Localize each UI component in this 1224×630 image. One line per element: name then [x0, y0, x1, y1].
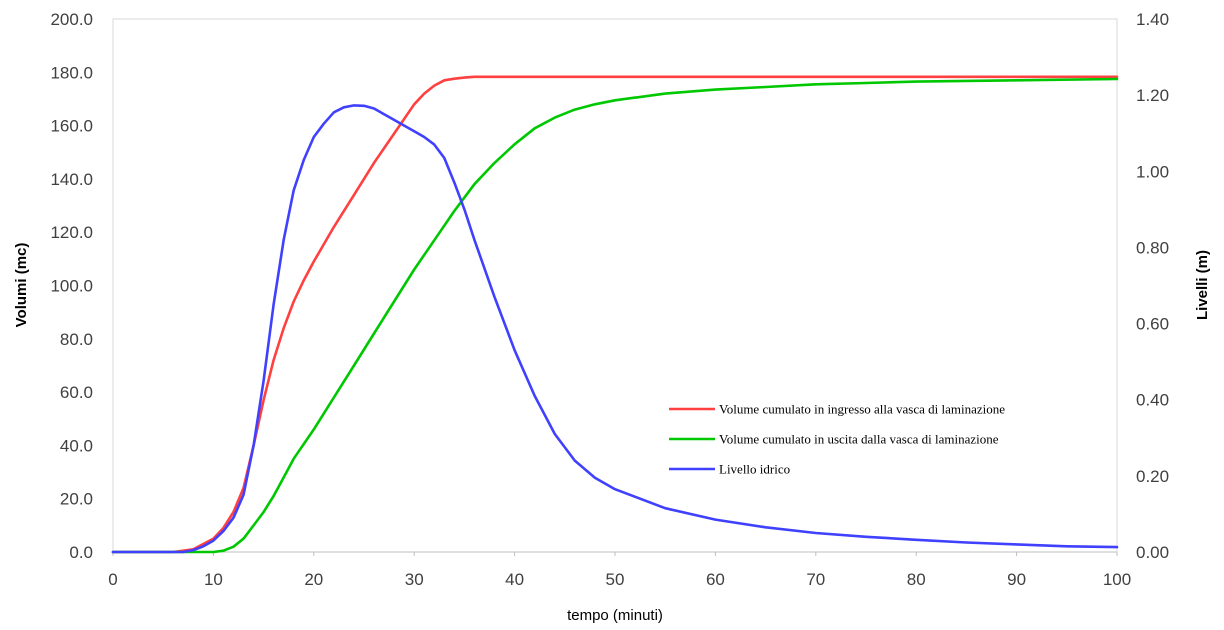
y2-tick-label: 0.40	[1136, 391, 1169, 410]
ticks-layer: 0 10 20 30 40 50 60 70 80 90 100 0.0 20.0 40.0 60.0 80.…	[50, 10, 1169, 589]
y2-tick-label: 1.20	[1136, 86, 1169, 105]
y-tick-label: 160.0	[50, 117, 93, 136]
series-line-uscita	[111, 77, 1119, 554]
y-tick-label: 80.0	[60, 330, 93, 349]
y2-tick-label: 0.80	[1136, 238, 1169, 257]
y-tick-label: 40.0	[60, 436, 93, 455]
y2-axis-title: Livelli (m)	[1194, 250, 1211, 320]
x-tick-label: 0	[108, 570, 117, 589]
y-tick-label: 180.0	[50, 63, 93, 82]
series-line-ingresso	[111, 75, 1119, 554]
x-axis-title: tempo (minuti)	[567, 607, 663, 624]
x-tick-label: 50	[606, 570, 625, 589]
x-tick-label: 90	[1007, 570, 1026, 589]
series-layer	[111, 75, 1119, 554]
y-tick-label: 100.0	[50, 277, 93, 296]
x-tick-label: 10	[204, 570, 223, 589]
series-line-livello	[111, 104, 1119, 554]
y2-tick-label: 0.00	[1136, 543, 1169, 562]
y2-tick-label: 1.40	[1136, 10, 1169, 29]
x-tick-label: 100	[1103, 570, 1131, 589]
x-tick-label: 20	[304, 570, 323, 589]
legend-label: Volume cumulato in ingresso alla vasca d…	[719, 402, 1005, 417]
legend-label: Volume cumulato in uscita dalla vasca di…	[719, 432, 999, 447]
y-tick-label: 60.0	[60, 383, 93, 402]
y-axis-title: Volumi (mc)	[13, 243, 30, 328]
y-tick-label: 120.0	[50, 223, 93, 242]
x-tick-label: 40	[505, 570, 524, 589]
x-tick-label: 60	[706, 570, 725, 589]
y-tick-label: 140.0	[50, 170, 93, 189]
legend: Volume cumulato in ingresso alla vasca d…	[669, 402, 1005, 477]
y2-tick-label: 0.60	[1136, 315, 1169, 334]
legend-label: Livello idrico	[719, 462, 790, 477]
y-tick-label: 20.0	[60, 490, 93, 509]
plot-area	[112, 18, 1118, 553]
y2-tick-label: 0.20	[1136, 467, 1169, 486]
y-tick-label: 200.0	[50, 10, 93, 29]
y2-tick-label: 1.00	[1136, 162, 1169, 181]
x-tick-label: 80	[907, 570, 926, 589]
x-tick-label: 30	[405, 570, 424, 589]
x-tick-label: 70	[806, 570, 825, 589]
y-tick-label: 0.0	[69, 543, 93, 562]
